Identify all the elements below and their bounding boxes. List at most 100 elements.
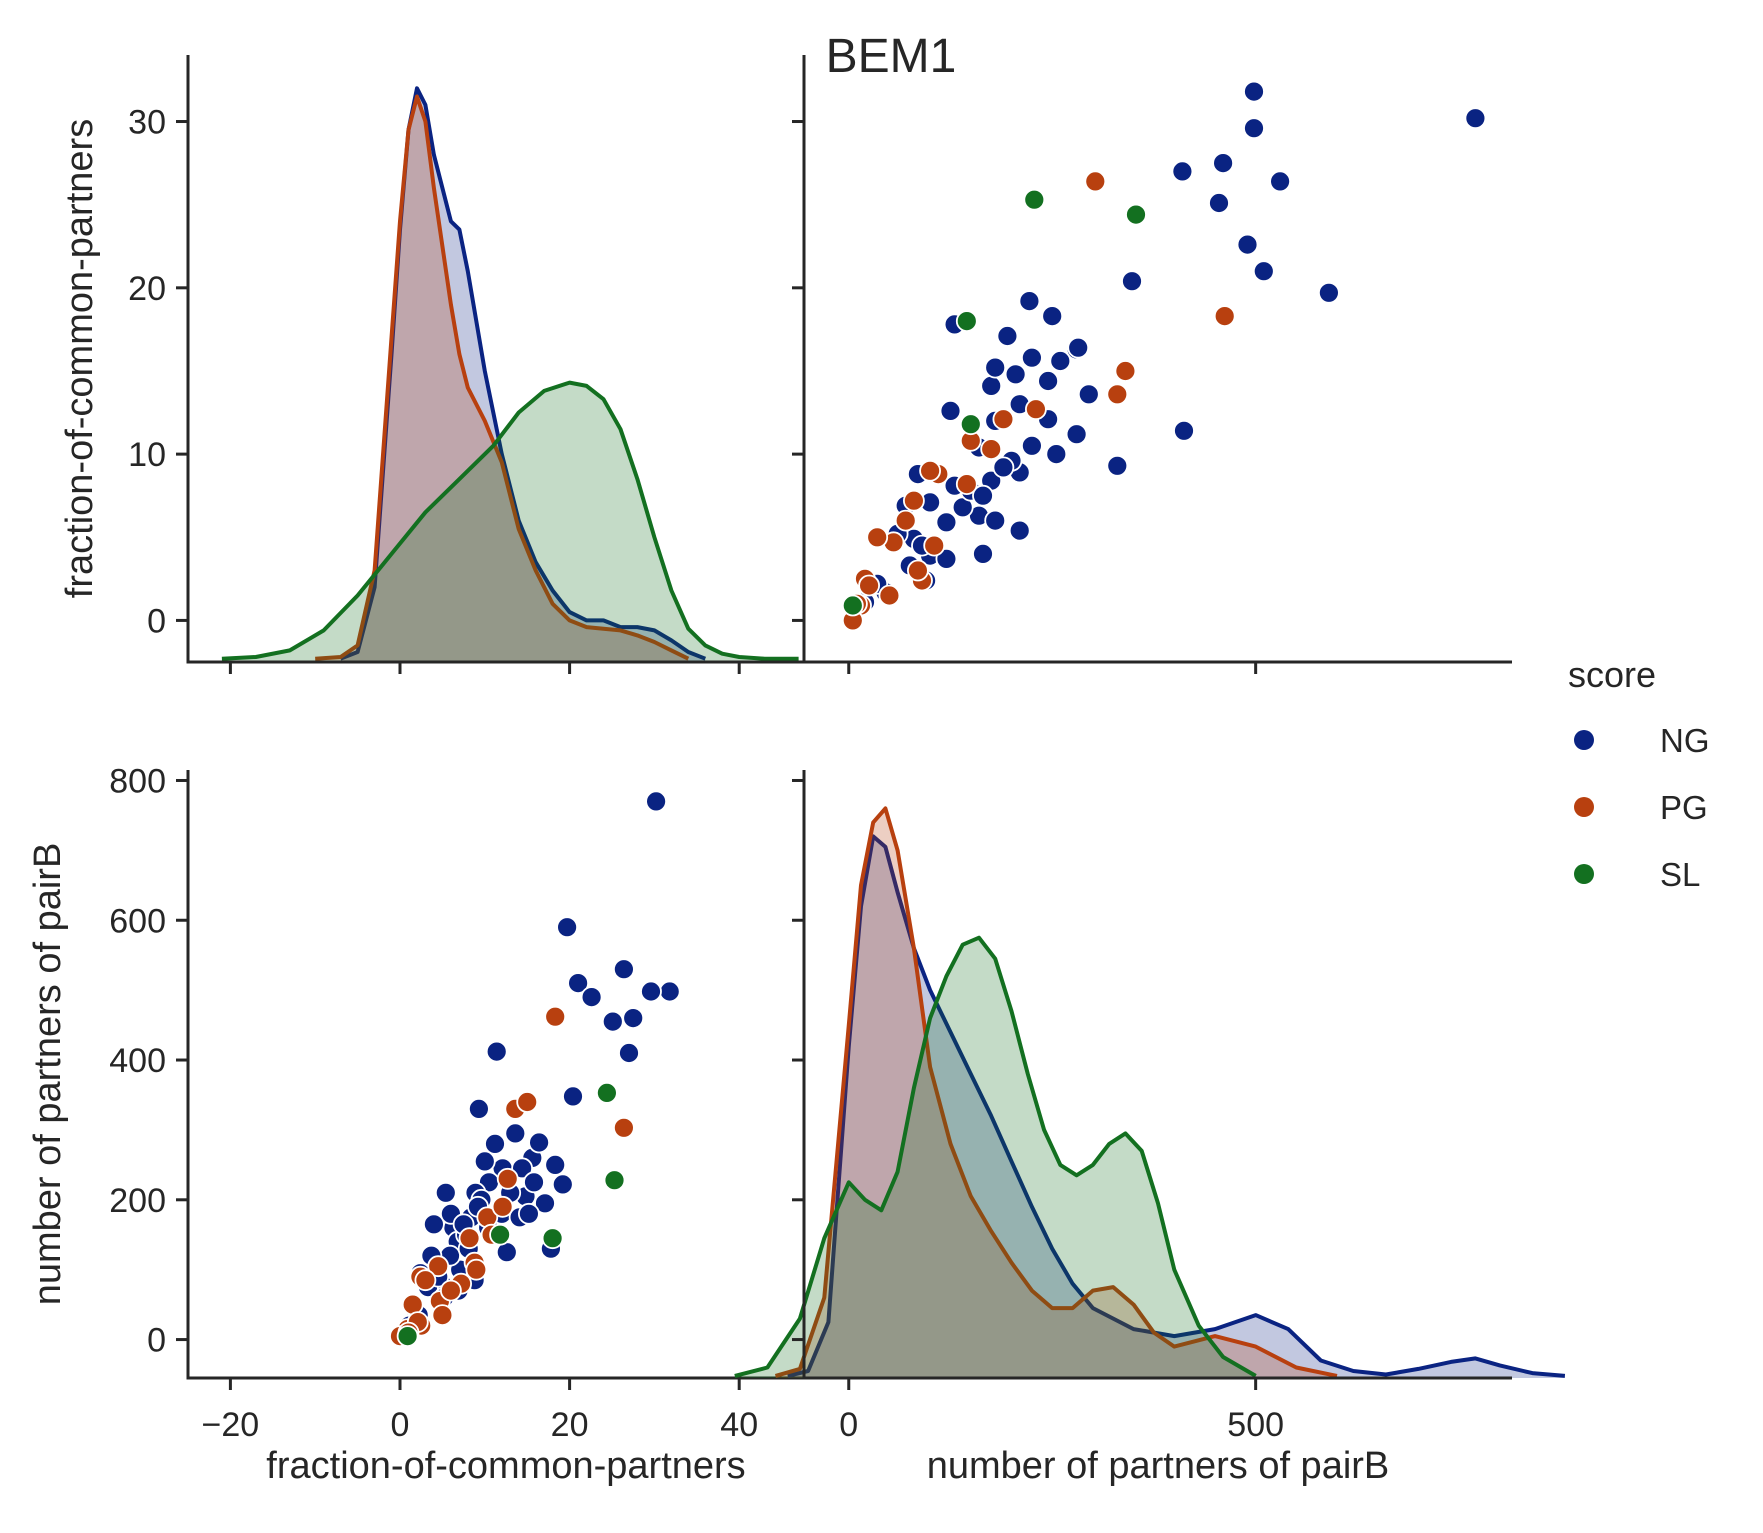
panel-top-right-point-ng xyxy=(1045,443,1068,466)
panel-bottom-left-point-ng xyxy=(645,790,667,813)
y-axis-label-fraction: fraction-of-common-partners xyxy=(59,119,101,598)
panel-bottom-left-point-ng xyxy=(567,972,589,994)
panel-bottom-left-point-pg xyxy=(439,1279,462,1302)
panel-top-right-point-ng xyxy=(935,548,958,570)
panel-bottom-left-point-sl xyxy=(541,1227,564,1250)
panel-bottom-left-point-ng xyxy=(528,1131,550,1154)
panel-fraction-kde-kde-fill-pg xyxy=(315,96,689,663)
panel-bottom-left-point-ng xyxy=(467,1098,490,1120)
panel-partners-kde-kde-fill-ng xyxy=(787,836,1565,1378)
panel-fraction-kde-kde-line-pg xyxy=(315,94,690,661)
panel-top-right-point-ng xyxy=(1004,363,1027,386)
panel-top-right-point-ng xyxy=(1106,454,1129,477)
panel-top-right-point-pg xyxy=(903,489,925,512)
panel-partners-kde-kde-line-sl xyxy=(734,935,1257,1378)
panel-bottom-left-point-ng xyxy=(613,958,635,981)
legend-label-ng: NG xyxy=(1660,722,1710,759)
panel-bottom-left-point-ng xyxy=(473,1150,496,1173)
panel-bottom-left-point-pg xyxy=(496,1167,519,1190)
panel-top-right-point-pg xyxy=(923,534,946,557)
panel-top-right-point-ng xyxy=(992,456,1015,479)
panel-top-right-point-ng xyxy=(1018,290,1041,313)
panel-top-right-point-ng xyxy=(1065,423,1088,446)
panel-top-right-point-ng xyxy=(1243,80,1265,103)
panel-bottom-left-point-ng xyxy=(534,1192,556,1215)
panel-partners-kde-kde-line-ng xyxy=(787,834,1566,1378)
panel-bottom-left-point-pg xyxy=(427,1255,450,1278)
panel-fraction-kde-kde-line-sl xyxy=(221,380,799,661)
panel-top-right-point-ng xyxy=(1049,350,1072,372)
panel-top-right-point-pg xyxy=(866,526,889,549)
panel-bottom-left-point-sl xyxy=(489,1223,512,1246)
panel-bottom-left-xtick-label: 40 xyxy=(720,1406,758,1444)
legend-marker-ng xyxy=(1574,730,1594,750)
panel-top-right-point-ng xyxy=(984,356,1007,379)
panel-top-right-point-ng xyxy=(1464,107,1487,130)
panel-top-right-point-pg xyxy=(980,438,1003,461)
panel-top-right-point-ng xyxy=(1171,160,1194,183)
panel-partners-kde-kde-fill-sl xyxy=(734,937,1256,1378)
panel-bottom-left-point-ng xyxy=(523,1171,545,1194)
panel-bottom-left-point-ng xyxy=(640,980,662,1003)
legend-title: score xyxy=(1568,654,1656,695)
panel-bottom-left-point-pg xyxy=(544,1005,567,1028)
panel-top-right-point-sl xyxy=(1023,188,1046,211)
panel-fraction-kde-kde-fill-sl xyxy=(221,382,799,662)
panel-top-right-point-ng xyxy=(984,509,1007,532)
panel-bottom-left-point-pg xyxy=(613,1116,635,1139)
panel-top-right-point-ng xyxy=(1212,152,1234,175)
panel-bottom-left-point-pg xyxy=(491,1195,514,1218)
panel-bottom-left-point-ng xyxy=(551,1173,574,1196)
panel-bottom-left-ytick-label: 800 xyxy=(109,762,166,800)
panel-top-right-point-sl xyxy=(1125,203,1147,226)
panel-fraction-kde-ytick-label: 10 xyxy=(128,436,166,474)
panel-top-right-point-ng xyxy=(1021,434,1043,457)
panel-bottom-left-point-sl xyxy=(596,1082,618,1104)
panel-top-right-point-ng xyxy=(1236,233,1259,256)
x-axis-label-fraction: fraction-of-common-partners xyxy=(266,1445,745,1487)
panel-bottom-left-xtick-label: −20 xyxy=(202,1406,260,1444)
panel-bottom-left-point-ng xyxy=(658,980,681,1003)
panel-top-right-point-sl xyxy=(955,310,978,333)
figure-title: BEM1 xyxy=(826,30,957,83)
panel-top-right-point-sl xyxy=(959,413,982,436)
panel-top-right-point-pg xyxy=(1213,305,1236,328)
panel-top-right-point-pg xyxy=(1114,360,1137,382)
panel-bottom-left-point-ng xyxy=(434,1181,457,1204)
panel-bottom-left-point-pg xyxy=(465,1258,488,1281)
panel-top-right-point-ng xyxy=(1243,117,1265,140)
panel-top-right-point-pg xyxy=(894,509,917,532)
panel-top-right-point-pg xyxy=(858,574,880,597)
panel-top-right-point-ng xyxy=(1077,383,1100,406)
panel-bottom-left-point-ng xyxy=(484,1133,506,1155)
panel-bottom-left-point-pg xyxy=(458,1227,481,1250)
panel-fraction-kde-ytick-label: 30 xyxy=(128,104,166,142)
panel-top-right-point-ng xyxy=(1173,419,1195,442)
panel-bottom-left-point-pg xyxy=(414,1269,437,1292)
panel-fraction-kde-ytick-label: 0 xyxy=(147,602,166,640)
panel-bottom-left-point-ng xyxy=(556,916,578,939)
panel-top-right-point-pg xyxy=(919,459,941,482)
panel-top-right-point-ng xyxy=(1121,270,1143,293)
panel-bottom-left-point-sl xyxy=(396,1325,419,1347)
panel-fraction-kde-kde-fill-ng xyxy=(340,88,706,663)
panel-bottom-left-ytick-label: 400 xyxy=(109,1042,166,1080)
panel-bottom-left-ytick-label: 200 xyxy=(109,1182,166,1220)
panel-top-right-point-ng xyxy=(1008,519,1031,542)
panel-top-right-point-ng xyxy=(1318,281,1340,304)
panel-top-right-point-ng xyxy=(1252,260,1275,283)
panel-top-right-point-ng xyxy=(1037,370,1059,392)
panel-top-right-point-ng xyxy=(1041,305,1064,328)
panel-partners-kde-kde-line-pg xyxy=(774,806,1338,1378)
panel-top-right-point-pg xyxy=(1025,398,1047,421)
panel-partners-kde-kde-fill-pg xyxy=(775,808,1337,1378)
panel-fraction-kde-ytick-label: 20 xyxy=(128,270,166,308)
panel-top-right-point-pg xyxy=(907,559,929,582)
panel-top-right-point-ng xyxy=(1021,346,1043,369)
x-axis-label-partners: number of partners of pairB xyxy=(927,1445,1390,1487)
panel-top-right-point-pg xyxy=(1084,170,1107,193)
legend-label-sl: SL xyxy=(1660,856,1700,893)
panel-bottom-left-point-pg xyxy=(516,1091,539,1113)
panel-bottom-left-ytick-label: 600 xyxy=(109,902,166,940)
